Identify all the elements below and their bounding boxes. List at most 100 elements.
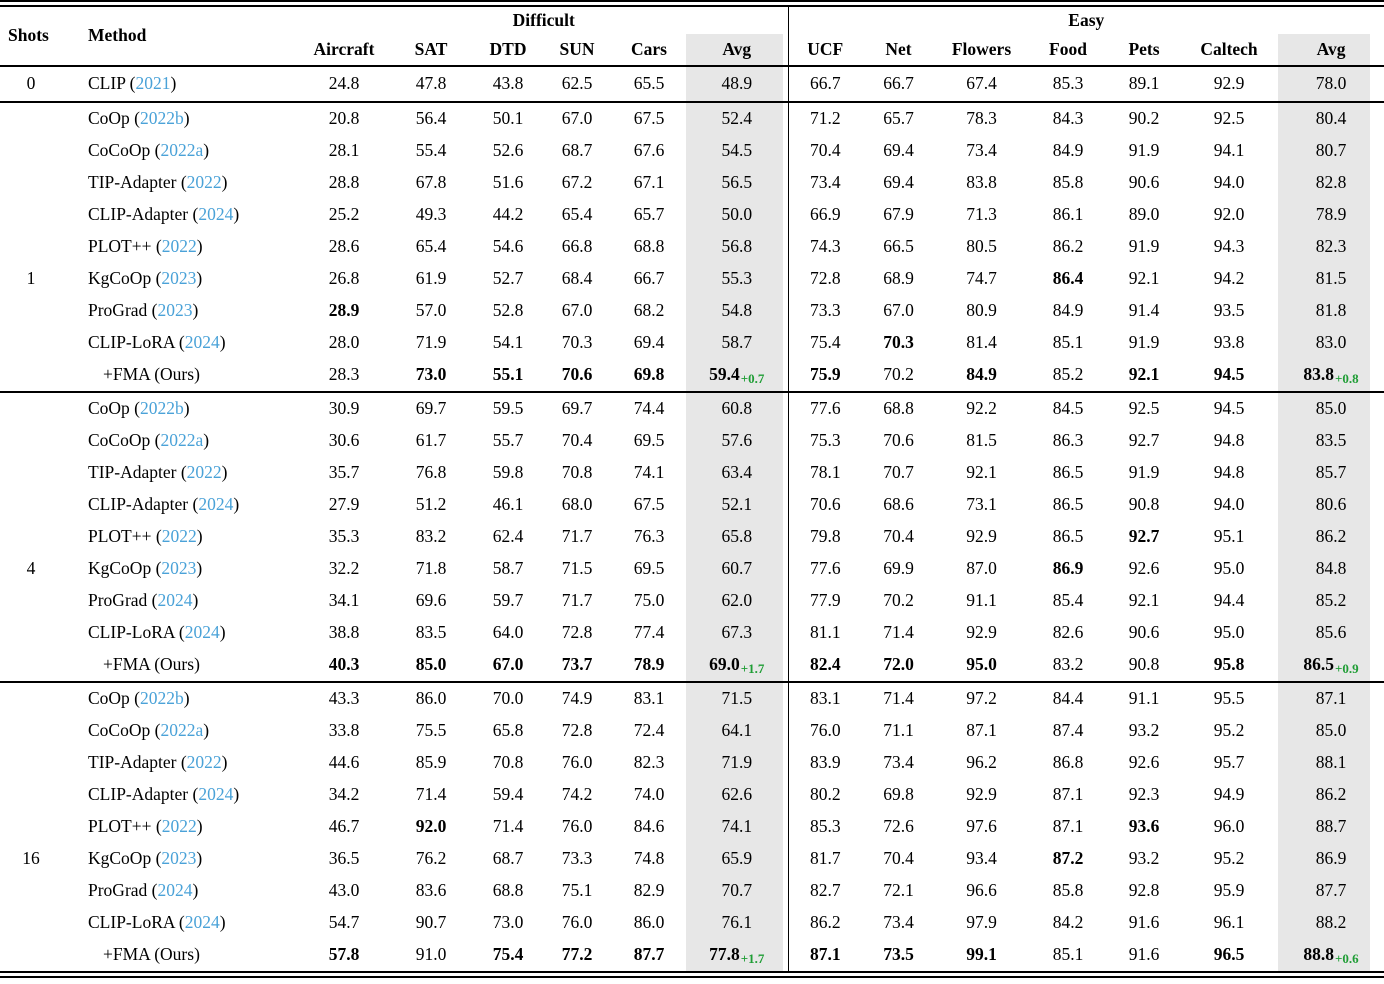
- value-cell: 74.7: [966, 268, 997, 289]
- value-cell: 71.4: [883, 688, 914, 709]
- value-cell: 70.7: [883, 462, 914, 483]
- citation-link[interactable]: 2024: [157, 880, 193, 901]
- value-cell: 55.4: [415, 140, 447, 161]
- value-cell: 61.7: [415, 430, 447, 451]
- value-cell: 67.5: [633, 494, 665, 515]
- value-cell: 83.8: [966, 172, 997, 193]
- citation-link[interactable]: 2022: [161, 816, 197, 837]
- value-cell: 28.8: [328, 172, 360, 193]
- value-cell: 93.5: [1213, 300, 1245, 321]
- value-cell: 86.4: [1052, 268, 1084, 289]
- method-cell: PLOT++ (2022): [88, 816, 203, 837]
- value-cell: 85.0: [415, 654, 447, 675]
- value-cell: 71.5: [686, 682, 789, 715]
- citation-link[interactable]: 2022: [186, 172, 222, 193]
- citation-link[interactable]: 2024: [198, 494, 234, 515]
- value-cell: 52.7: [492, 268, 524, 289]
- value-cell: 69.6: [415, 590, 447, 611]
- citation-link[interactable]: 2024: [184, 332, 220, 353]
- citation-link[interactable]: 2024: [198, 784, 234, 805]
- citation-link[interactable]: 2022b: [140, 108, 184, 129]
- value-cell: 90.8: [1128, 654, 1160, 675]
- value-cell: 59.4+0.7: [686, 359, 789, 392]
- value-cell: 76.0: [809, 720, 841, 741]
- table-row: KgCoOp (2023) 36.5 76.2 68.7 73.3 74.8 65.9 81.…: [0, 843, 1384, 875]
- table-row: CoCoOp (2022a) 28.1 55.4 52.6 68.7 67.6 54.5 70…: [0, 135, 1384, 167]
- citation-link[interactable]: 2023: [161, 268, 197, 289]
- citation-link[interactable]: 2022b: [140, 398, 184, 419]
- method-cell: KgCoOp (2023): [88, 558, 203, 579]
- value-cell: 46.1: [492, 494, 524, 515]
- value-cell: 81.1: [809, 622, 841, 643]
- table-row: CoCoOp (2022a) 30.6 61.7 55.7 70.4 69.5 57.6 75…: [0, 425, 1384, 457]
- value-cell: 69.8: [633, 364, 665, 385]
- citation-link[interactable]: 2022a: [160, 140, 204, 161]
- value-cell: 93.8: [1213, 332, 1245, 353]
- value-cell: 66.9: [809, 204, 841, 225]
- value-cell: 77.2: [561, 944, 593, 965]
- value-cell: 82.7: [809, 880, 841, 901]
- value-cell: 91.6: [1128, 944, 1160, 965]
- method-cell: CoOp (2022b): [88, 398, 190, 419]
- citation-link[interactable]: 2024: [198, 204, 234, 225]
- citation-link[interactable]: 2024: [157, 590, 193, 611]
- value-cell: 95.0: [1213, 622, 1245, 643]
- value-cell: 83.5: [415, 622, 447, 643]
- value-cell: 65.8: [686, 521, 789, 553]
- value-cell: 78.1: [809, 462, 841, 483]
- value-cell: 95.7: [1213, 752, 1245, 773]
- value-cell: 64.0: [492, 622, 524, 643]
- gain-badge: +0.7: [740, 370, 765, 386]
- value-cell: 47.8: [415, 73, 447, 94]
- citation-link[interactable]: 2023: [161, 848, 197, 869]
- table-row: KgCoOp (2023) 32.2 71.8 58.7 71.5 69.5 60.7 77.…: [0, 553, 1384, 585]
- value-cell: 44.6: [328, 752, 360, 773]
- method-cell: CLIP-Adapter (2024): [88, 494, 240, 515]
- table-row: CLIP-Adapter (2024) 27.9 51.2 46.1 68.0 67.5 5…: [0, 489, 1384, 521]
- col-header-net: Net: [885, 38, 912, 59]
- value-cell: 77.8+1.7: [686, 939, 789, 971]
- value-cell: 72.8: [561, 720, 593, 741]
- gain-badge: +1.7: [740, 950, 765, 966]
- citation-link[interactable]: 2022: [186, 752, 222, 773]
- value-cell: 83.9: [809, 752, 841, 773]
- value-cell: 95.9: [1213, 880, 1245, 901]
- value-cell: 94.8: [1213, 430, 1245, 451]
- citation-link[interactable]: 2022a: [160, 430, 204, 451]
- col-header-caltech: Caltech: [1200, 38, 1258, 59]
- citation-link[interactable]: 2024: [184, 622, 220, 643]
- value-cell: 69.0+1.7: [686, 649, 789, 682]
- value-cell: 94.5: [1213, 398, 1245, 419]
- citation-link[interactable]: 2022: [161, 526, 197, 547]
- value-cell: 85.9: [415, 752, 447, 773]
- value-cell: 96.0: [1213, 816, 1245, 837]
- value-cell: 92.7: [1128, 526, 1160, 547]
- citation-link[interactable]: 2023: [157, 300, 193, 321]
- value-cell: 75.0: [633, 590, 665, 611]
- method-cell: CLIP (2021): [88, 73, 177, 94]
- value-cell: 28.3: [328, 364, 360, 385]
- method-cell: ProGrad (2023): [88, 300, 199, 321]
- value-cell: 92.6: [1128, 752, 1160, 773]
- citation-link[interactable]: 2024: [184, 912, 220, 933]
- col-header-ucf: UCF: [807, 38, 844, 59]
- citation-link[interactable]: 2021: [135, 73, 171, 94]
- citation-link[interactable]: 2022a: [160, 720, 204, 741]
- value-cell: 55.1: [492, 364, 524, 385]
- method-cell: +FMA (Ours): [103, 944, 200, 965]
- value-cell: 73.4: [883, 912, 914, 933]
- method-cell: CoCoOp (2022a): [88, 140, 210, 161]
- value-cell: 91.1: [1128, 688, 1160, 709]
- col-header-cars: Cars: [631, 38, 667, 59]
- citation-link[interactable]: 2022: [186, 462, 222, 483]
- citation-link[interactable]: 2022b: [140, 688, 184, 709]
- bottom-rule: [0, 971, 1384, 978]
- value-cell: 71.2: [809, 108, 841, 129]
- value-cell: 89.0: [1128, 204, 1160, 225]
- citation-link[interactable]: 2022: [161, 236, 197, 257]
- value-cell: 92.0: [415, 816, 447, 837]
- value-cell: 75.3: [809, 430, 841, 451]
- citation-link[interactable]: 2023: [161, 558, 197, 579]
- value-cell: 30.6: [328, 430, 360, 451]
- method-cell: +FMA (Ours): [103, 364, 200, 385]
